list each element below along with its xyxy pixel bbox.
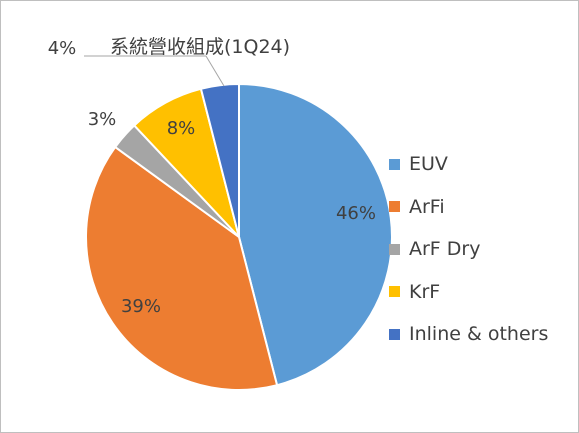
legend-label: KrF: [409, 280, 441, 303]
chart-title: 系統營收組成(1Q24): [110, 36, 290, 58]
legend-label: ArFi: [409, 195, 445, 218]
leader-line: [205, 55, 225, 87]
data-label-krf: 8%: [167, 118, 196, 139]
data-label-arf-dry: 3%: [88, 109, 117, 130]
legend-label: ArF Dry: [409, 238, 481, 261]
legend-item-arfi: ArFi: [389, 186, 569, 229]
legend: EUV ArFi ArF Dry KrF Inline & others: [389, 143, 569, 356]
slice-inline-others: [199, 82, 240, 238]
data-label-arfi: 39%: [121, 296, 161, 317]
legend-label: Inline & others: [409, 323, 549, 346]
legend-item-arf-dry: ArF Dry: [389, 228, 569, 271]
slice-arfi: [85, 145, 279, 391]
legend-swatch: [389, 201, 400, 213]
legend-label: EUV: [409, 153, 448, 176]
legend-swatch: [389, 158, 400, 170]
legend-swatch: [389, 286, 400, 298]
data-label-euv: 46%: [336, 203, 376, 224]
legend-item-inline-others: Inline & others: [389, 313, 569, 356]
data-label-inline-others: 4%: [48, 38, 77, 59]
legend-item-euv: EUV: [389, 143, 569, 186]
slice-euv: [238, 82, 393, 387]
legend-item-krf: KrF: [389, 271, 569, 314]
legend-swatch: [389, 328, 400, 340]
legend-swatch: [389, 243, 400, 255]
